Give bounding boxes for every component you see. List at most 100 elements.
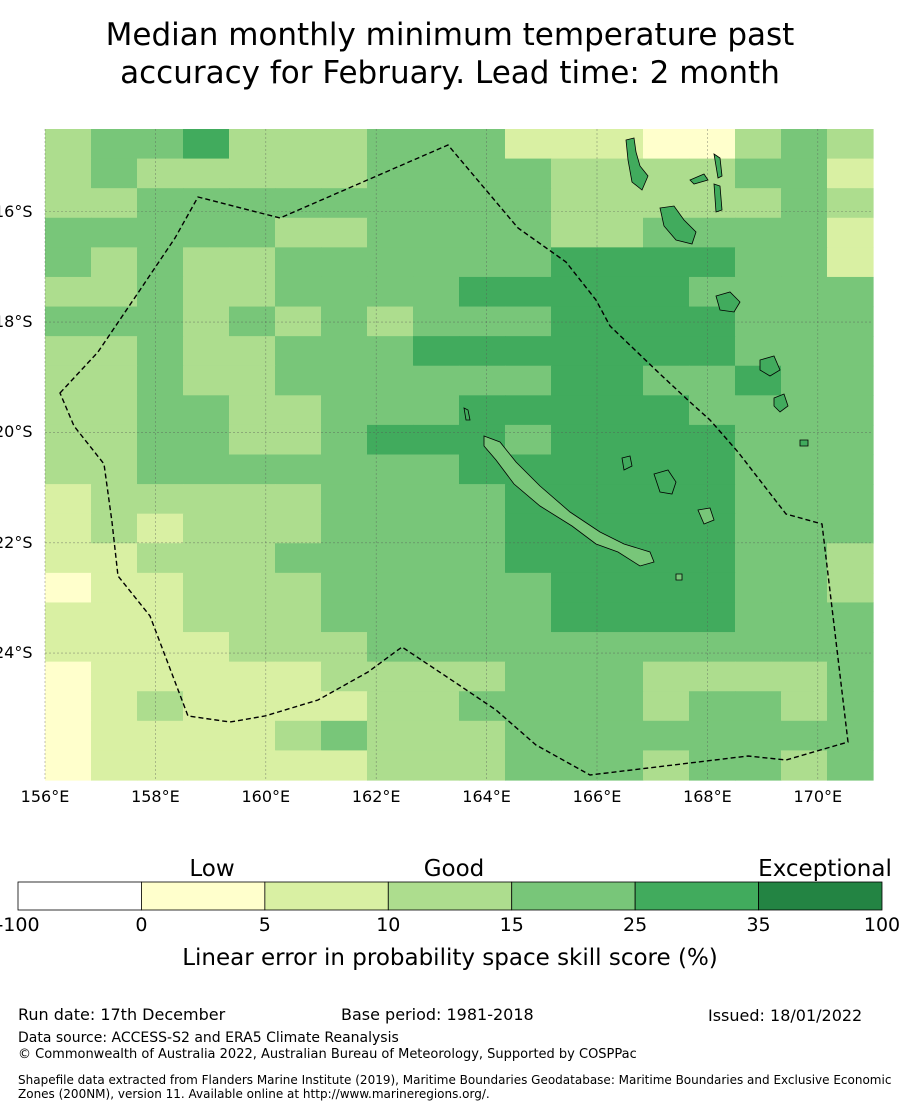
grid-cell (459, 336, 506, 367)
grid-cell (183, 572, 230, 604)
grid-cell (91, 632, 138, 663)
grid-cell (459, 602, 506, 633)
grid-cell (413, 424, 460, 456)
grid-cell (91, 276, 138, 308)
grid-cell (321, 632, 368, 663)
chart-title-line-1: Median monthly minimum temperature past (105, 17, 795, 53)
grid-cell (735, 750, 782, 781)
grid-cell (689, 572, 736, 604)
grid-cell (367, 217, 414, 248)
grid-cell (183, 720, 230, 752)
grid-cell (137, 365, 184, 396)
grid-cell (321, 454, 368, 485)
grid-cell (597, 484, 644, 515)
grid-cell (735, 424, 782, 456)
grid-cell (827, 543, 874, 574)
grid-cell (275, 661, 322, 692)
grid-cell (735, 720, 782, 752)
grid-cell (45, 632, 92, 663)
maewo-island (713, 153, 723, 179)
grid-cell (735, 247, 782, 278)
grid-cell (45, 750, 92, 781)
grid-cell (183, 661, 230, 692)
grid-cell (505, 365, 552, 396)
grid-cell (367, 129, 414, 160)
grid-cell (367, 276, 414, 308)
grid-cell (137, 484, 184, 515)
grid-cell (321, 691, 368, 722)
grid-cell (735, 306, 782, 337)
grid-cell (321, 395, 368, 426)
grid-cell (183, 632, 230, 663)
grid-cell (735, 632, 782, 663)
colorbar (17, 881, 883, 911)
grid-cell (137, 691, 184, 722)
grid-cell (45, 543, 92, 574)
grid-cell (183, 484, 230, 515)
grid-cell (689, 424, 736, 456)
grid-cell (275, 720, 322, 752)
grid-cell (597, 602, 644, 633)
pentecost-island (713, 183, 723, 213)
skill-grid (45, 129, 874, 781)
grid-cell (275, 543, 322, 574)
grid-cell (459, 158, 506, 189)
grid-cell (689, 158, 736, 189)
grid-cell (505, 306, 552, 337)
grid-cell (275, 691, 322, 722)
grid-cell (229, 424, 276, 456)
grid-cell (689, 691, 736, 722)
grid-cell (735, 158, 782, 189)
grid-cell (781, 217, 828, 248)
colorbar-swatch (634, 881, 759, 911)
grid-cell (367, 632, 414, 663)
grid-cell (505, 661, 552, 692)
grid-cell (505, 158, 552, 189)
grid-cell (781, 365, 828, 396)
grid-cell (321, 513, 368, 544)
grid-cell (459, 129, 506, 160)
eez-boundary-dashed-line (59, 144, 849, 776)
grid-cell (413, 336, 460, 367)
aneityum-island (799, 439, 809, 447)
grid-cell (91, 395, 138, 426)
colorbar-swatch (141, 881, 266, 911)
grid-cell (91, 661, 138, 692)
grid-cell (781, 129, 828, 160)
map-gridlines (44, 129, 873, 780)
grid-cell (45, 276, 92, 308)
grid-cell (183, 750, 230, 781)
grid-cell (689, 661, 736, 692)
grid-cell (183, 365, 230, 396)
grid-cell (781, 720, 828, 752)
grid-cell (45, 188, 92, 219)
grid-cell (275, 129, 322, 160)
grid-cell (781, 336, 828, 367)
grid-cell (275, 424, 322, 456)
grid-cell (551, 306, 598, 337)
grid-cell (643, 395, 690, 426)
grid-cell (781, 158, 828, 189)
erromango-island (759, 355, 781, 377)
grid-cell (689, 188, 736, 219)
grid-cell (275, 217, 322, 248)
grid-cell (505, 632, 552, 663)
grid-cell (689, 750, 736, 781)
grid-cell (91, 306, 138, 337)
grid-cell (735, 602, 782, 633)
grid-cell (781, 572, 828, 604)
grid-cell (413, 247, 460, 278)
grid-cell (137, 750, 184, 781)
grid-cell (183, 454, 230, 485)
grid-cell (643, 513, 690, 544)
grid-cell (505, 129, 552, 160)
grid-cell (505, 247, 552, 278)
grid-cell (367, 336, 414, 367)
grid-cell (275, 247, 322, 278)
grid-cell (689, 129, 736, 160)
grid-cell (689, 602, 736, 633)
malakula-island (659, 205, 697, 245)
grid-cell (505, 602, 552, 633)
grid-cell (413, 395, 460, 426)
grid-cell (229, 129, 276, 160)
